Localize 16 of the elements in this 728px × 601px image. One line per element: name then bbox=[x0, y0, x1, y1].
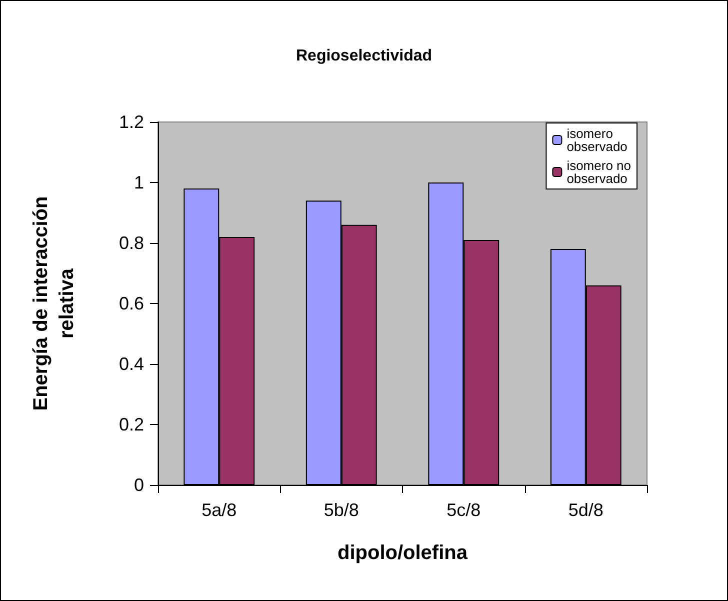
y-axis-title: Energía de interacción relativa bbox=[30, 196, 78, 411]
legend-label: isomero observado bbox=[566, 126, 628, 154]
x-tick-label: 5d/8 bbox=[568, 500, 604, 520]
y-tick-label: 0.4 bbox=[118, 354, 144, 374]
y-tick-label: 0.2 bbox=[118, 414, 144, 434]
y-tick-label: 0.8 bbox=[118, 233, 144, 253]
x-tick-label: 5c/8 bbox=[446, 500, 481, 520]
x-axis-title: dipolo/olefina bbox=[338, 542, 468, 564]
legend-label: isomero no observado bbox=[566, 158, 632, 186]
x-tick-label: 5a/8 bbox=[202, 500, 237, 520]
y-tick-label: 1 bbox=[134, 172, 144, 192]
y-tick-label: 0 bbox=[134, 475, 144, 495]
y-tick-label: 0.6 bbox=[118, 294, 144, 314]
x-tick-label: 5b/8 bbox=[324, 500, 359, 520]
y-tick-label: 1.2 bbox=[118, 112, 144, 132]
chart-title: Regioselectividad bbox=[296, 48, 432, 64]
